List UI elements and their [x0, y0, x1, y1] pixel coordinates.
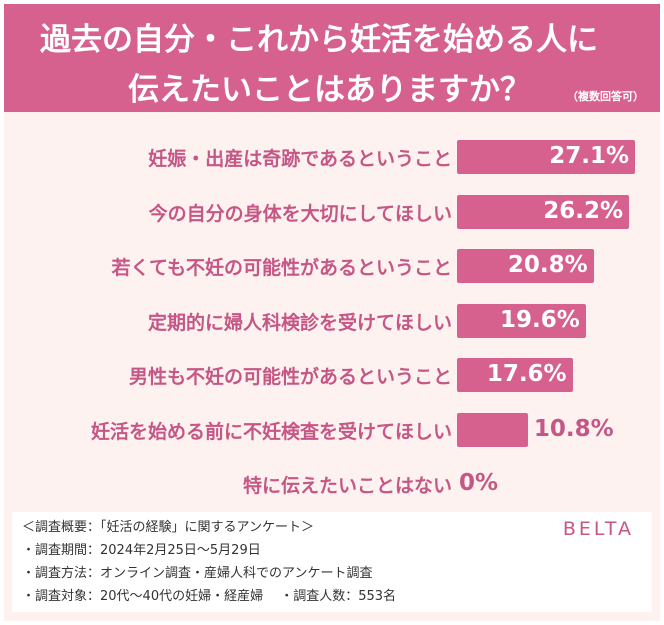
header-banner — [4, 4, 660, 112]
value-label: 26.2% — [543, 197, 624, 224]
bar — [457, 140, 635, 174]
survey-target: ・調査対象：20代〜40代の妊婦・経産婦 ・調査人数：553名 — [22, 589, 397, 604]
bar — [457, 303, 586, 338]
title-line-1: 過去の自分・これから妊活を始める人に — [40, 22, 598, 58]
bar — [457, 194, 630, 229]
title-line-2: 伝えたいことはありますか？ — [128, 72, 531, 108]
value-label: 20.8% — [507, 252, 588, 278]
category-label: 男性も不妊の可能性があるということ — [128, 366, 452, 388]
value-label: 0% — [459, 470, 499, 496]
category-label: 定期的に婦人科検診を受けてほしい — [147, 311, 452, 334]
category-label: 若くても不妊の可能性があるということ — [111, 257, 452, 279]
belta-logo: BELTA — [562, 518, 634, 540]
category-label: 妊娠・出産は奇跡であるということ — [148, 148, 452, 170]
survey-period: ・調査期間：2024年2月25日〜5月29日 — [22, 543, 261, 558]
category-label: 妊活を始める前に不妊検査を受けてほしい — [90, 420, 452, 443]
value-label: 17.6% — [486, 361, 567, 387]
multiple-answer-note: （複数回答可） — [567, 90, 644, 103]
bar — [457, 412, 528, 447]
value-label: 19.6% — [499, 306, 580, 333]
survey-method: ・調査方法：オンライン調査・産婦人科でのアンケート調査 — [22, 566, 373, 581]
value-label: 27.1% — [549, 143, 629, 169]
survey-info-box: ＜調査概要：「妊活の経験」に関するアンケート＞ ・調査期間：2024年2月25日… — [12, 512, 652, 612]
category-label: 特に伝えたいことはない — [242, 475, 452, 497]
survey-title: ＜調査概要：「妊活の経験」に関するアンケート＞ — [22, 520, 314, 535]
category-label: 今の自分の身体を大切にしてほしい — [148, 202, 452, 225]
bar — [457, 358, 573, 392]
bar — [457, 249, 594, 283]
value-label: 10.8% — [533, 415, 614, 442]
